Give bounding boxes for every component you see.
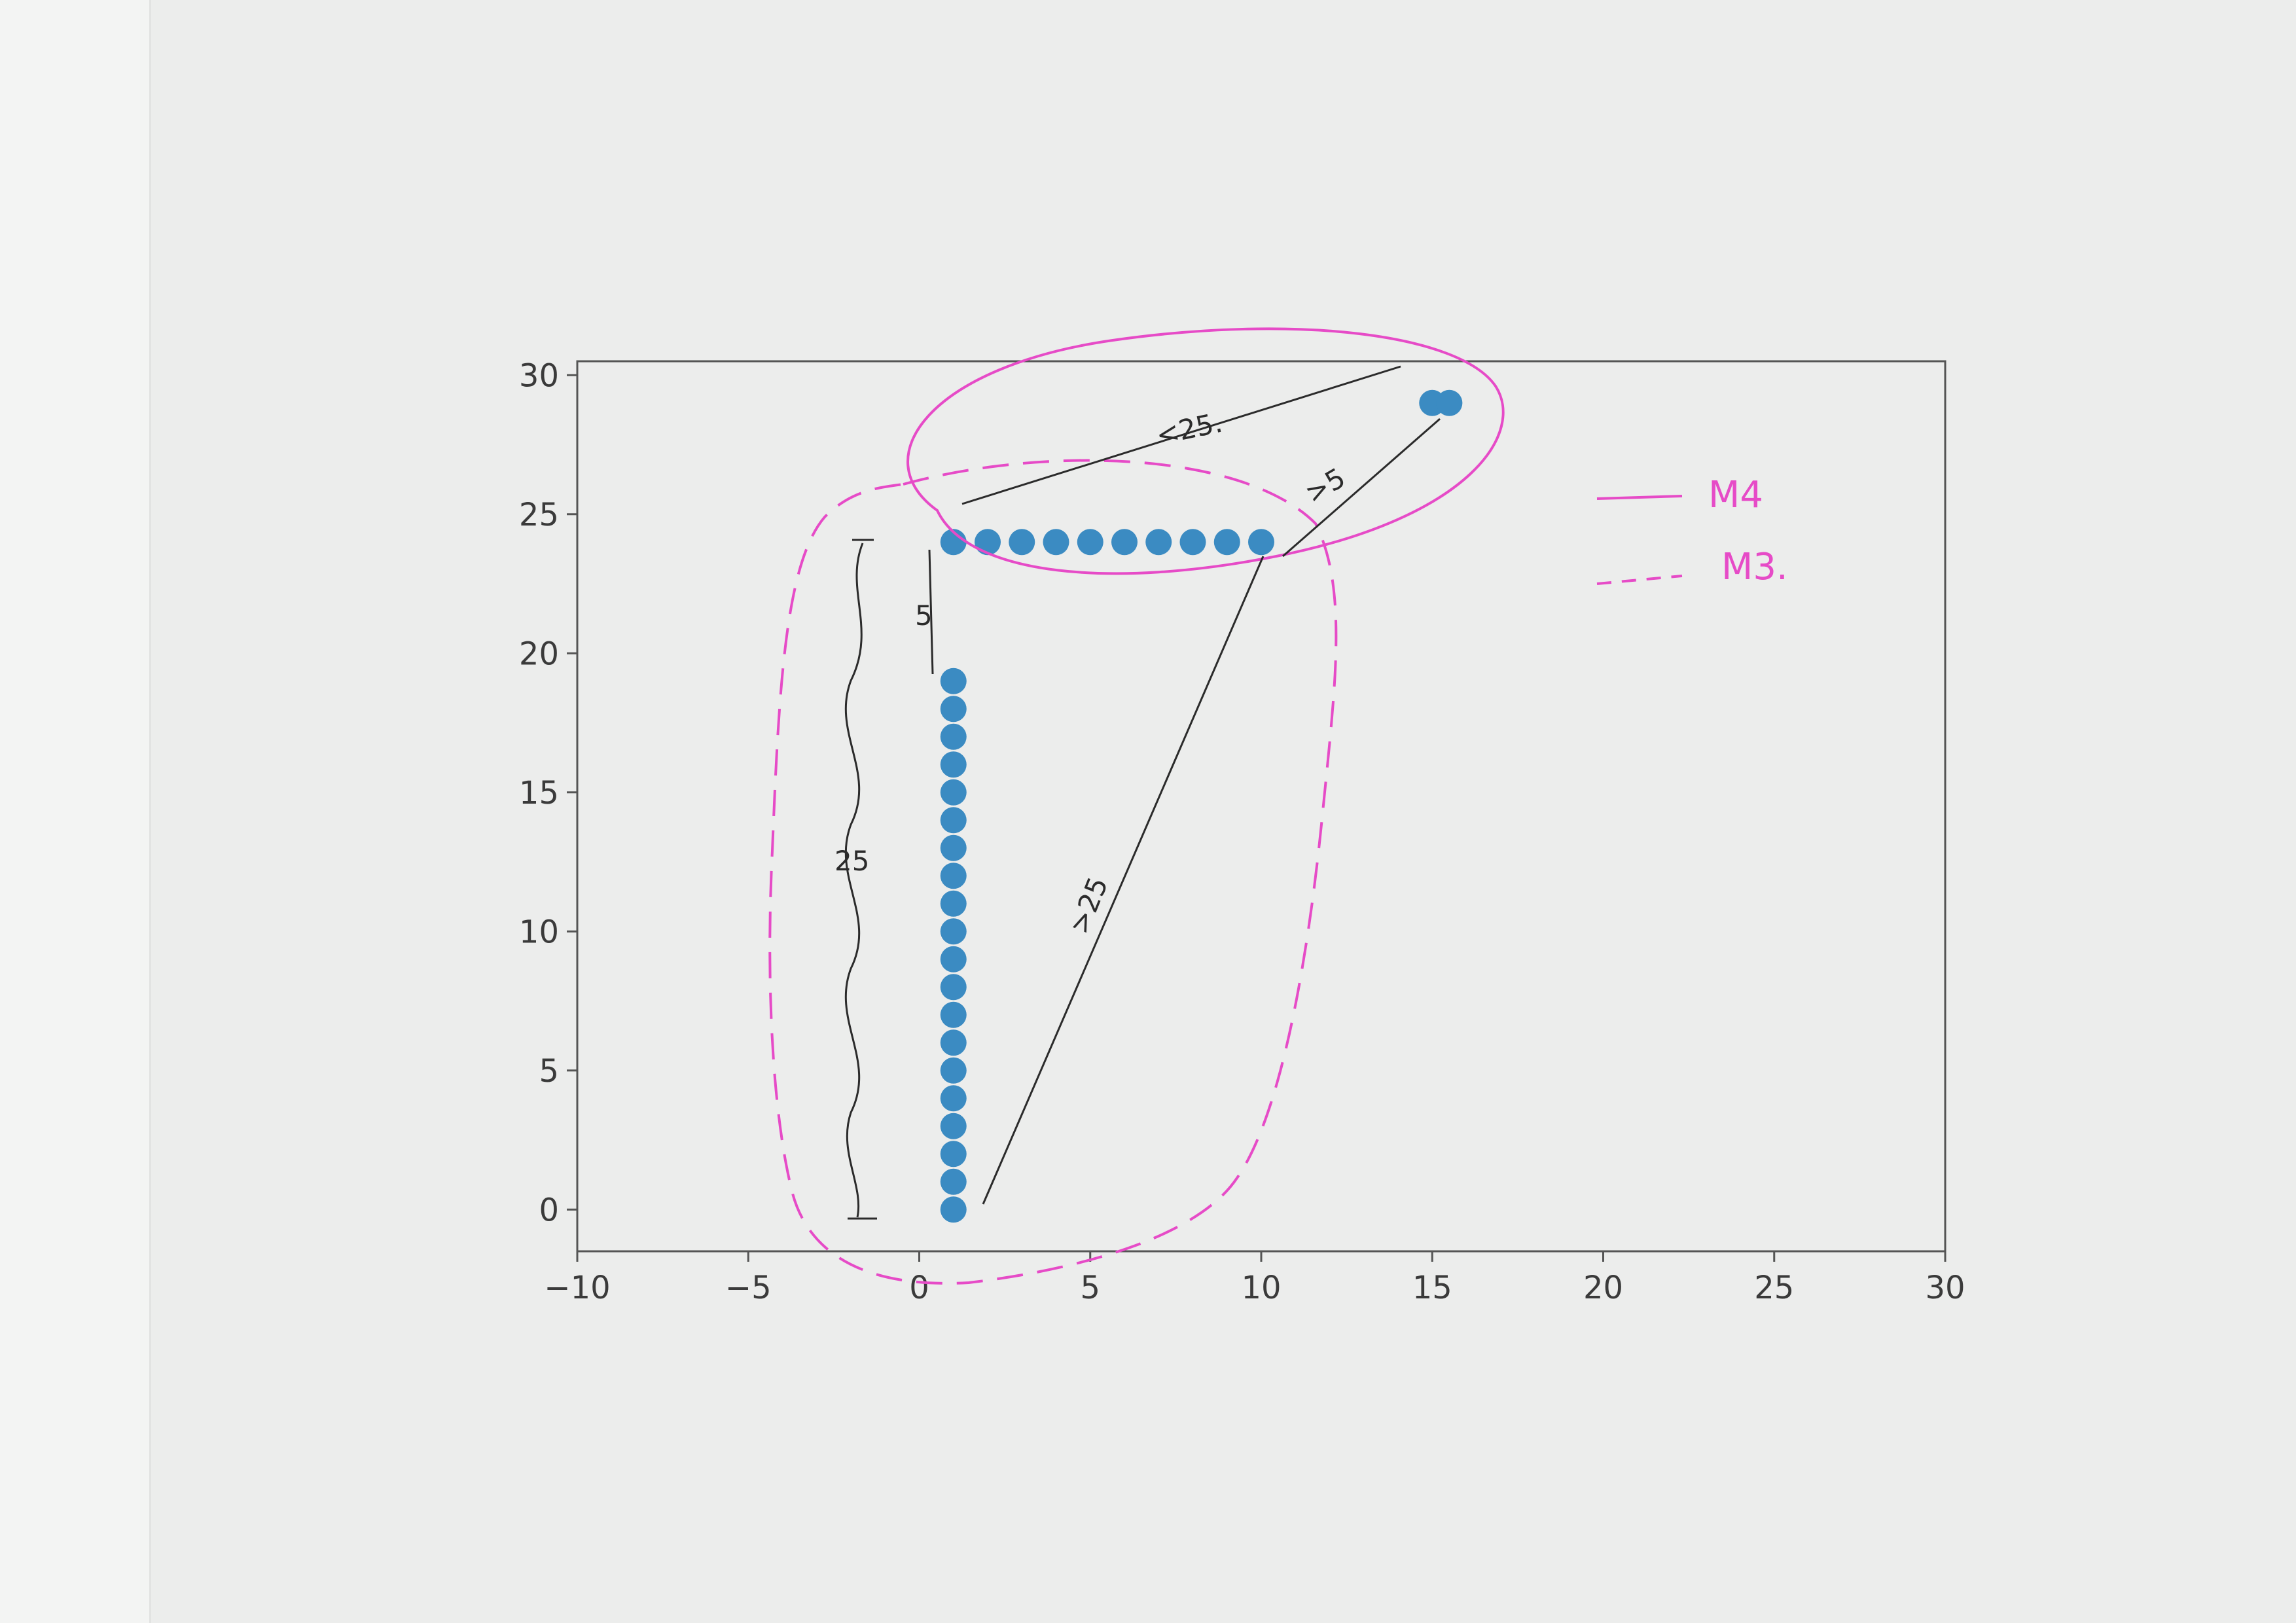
data-points: [940, 389, 1463, 1223]
scatter-point: [1077, 529, 1103, 556]
scatter-point: [975, 529, 1001, 556]
scatter-point: [940, 834, 967, 861]
scatter-point: [1145, 529, 1172, 556]
scatter-point: [940, 1001, 967, 1028]
scatter-point: [940, 1085, 967, 1112]
paper-edge: [0, 0, 151, 1623]
ink-arrows: [844, 365, 1441, 1220]
x-tick-label: 30: [1925, 1270, 1965, 1306]
arrow-short-gap: [928, 549, 934, 675]
x-tick-label: −10: [544, 1270, 610, 1306]
x-tick-label: 15: [1412, 1270, 1452, 1306]
legend-m4-line: [1596, 495, 1683, 500]
legend-m3-line: [1596, 575, 1683, 585]
scatter-point: [940, 696, 967, 722]
ink-scribble-column: [844, 543, 864, 1218]
note-top-span: <25.: [1153, 406, 1225, 452]
y-tick-label: 20: [519, 635, 559, 672]
x-tick-label: 20: [1583, 1270, 1623, 1306]
scatter-point: [940, 723, 967, 750]
arrow-top-span: [961, 365, 1401, 505]
scatter-point: [940, 863, 967, 889]
m3-dashed-enclosure: [768, 459, 1338, 1285]
arrow-corner-gap: [1282, 418, 1441, 558]
y-tick-label: 15: [519, 775, 559, 812]
scatter-point: [940, 1168, 967, 1195]
y-tick-label: 25: [519, 497, 559, 533]
scatter-point: [1436, 389, 1463, 416]
scatter-point: [1111, 529, 1138, 556]
x-tick-label: 10: [1241, 1270, 1281, 1306]
scatter-point: [940, 1113, 967, 1139]
x-tick-label: −5: [725, 1270, 772, 1306]
x-tick-label: 0: [909, 1270, 929, 1306]
scatter-point: [940, 946, 967, 972]
scatter-point: [1009, 529, 1035, 556]
axis-ticks: −10 −5 0 5 10 15 20 25 30 0 5 10 15 20 25 30: [519, 357, 1965, 1306]
legend-m4-label: M4: [1708, 474, 1763, 516]
m4-solid-enclosure: [906, 327, 1505, 575]
scatter-point: [940, 918, 967, 945]
y-tick-label: 5: [539, 1053, 559, 1090]
y-tick-label: 30: [519, 357, 559, 394]
scatter-point: [940, 974, 967, 1001]
scatter-point: [940, 529, 967, 556]
scatter-point: [940, 668, 967, 694]
scatter-point: [1248, 529, 1274, 556]
note-diagonal-span: >25: [1063, 872, 1115, 938]
scatter-point: [940, 1141, 967, 1168]
scatter-point: [940, 890, 967, 917]
scatter-point: [940, 807, 967, 834]
x-tick-label: 25: [1754, 1270, 1794, 1306]
y-tick-label: 10: [519, 914, 559, 950]
scatter-point: [940, 1196, 967, 1223]
scatter-point: [1213, 529, 1240, 556]
y-tick-label: 0: [539, 1192, 559, 1228]
scatter-point: [940, 751, 967, 778]
scatter-point: [940, 779, 967, 806]
note-scribble-column: 25: [834, 845, 869, 877]
scatter-point: [1043, 529, 1069, 556]
x-tick-label: 5: [1080, 1270, 1100, 1306]
scatter-point: [1179, 529, 1206, 556]
note-short-gap: 5: [915, 599, 933, 632]
scatter-point: [940, 1029, 967, 1056]
legend-m3-label: M3.: [1721, 546, 1788, 588]
scatter-point: [940, 1057, 967, 1084]
arrow-diagonal-span: [982, 556, 1265, 1205]
